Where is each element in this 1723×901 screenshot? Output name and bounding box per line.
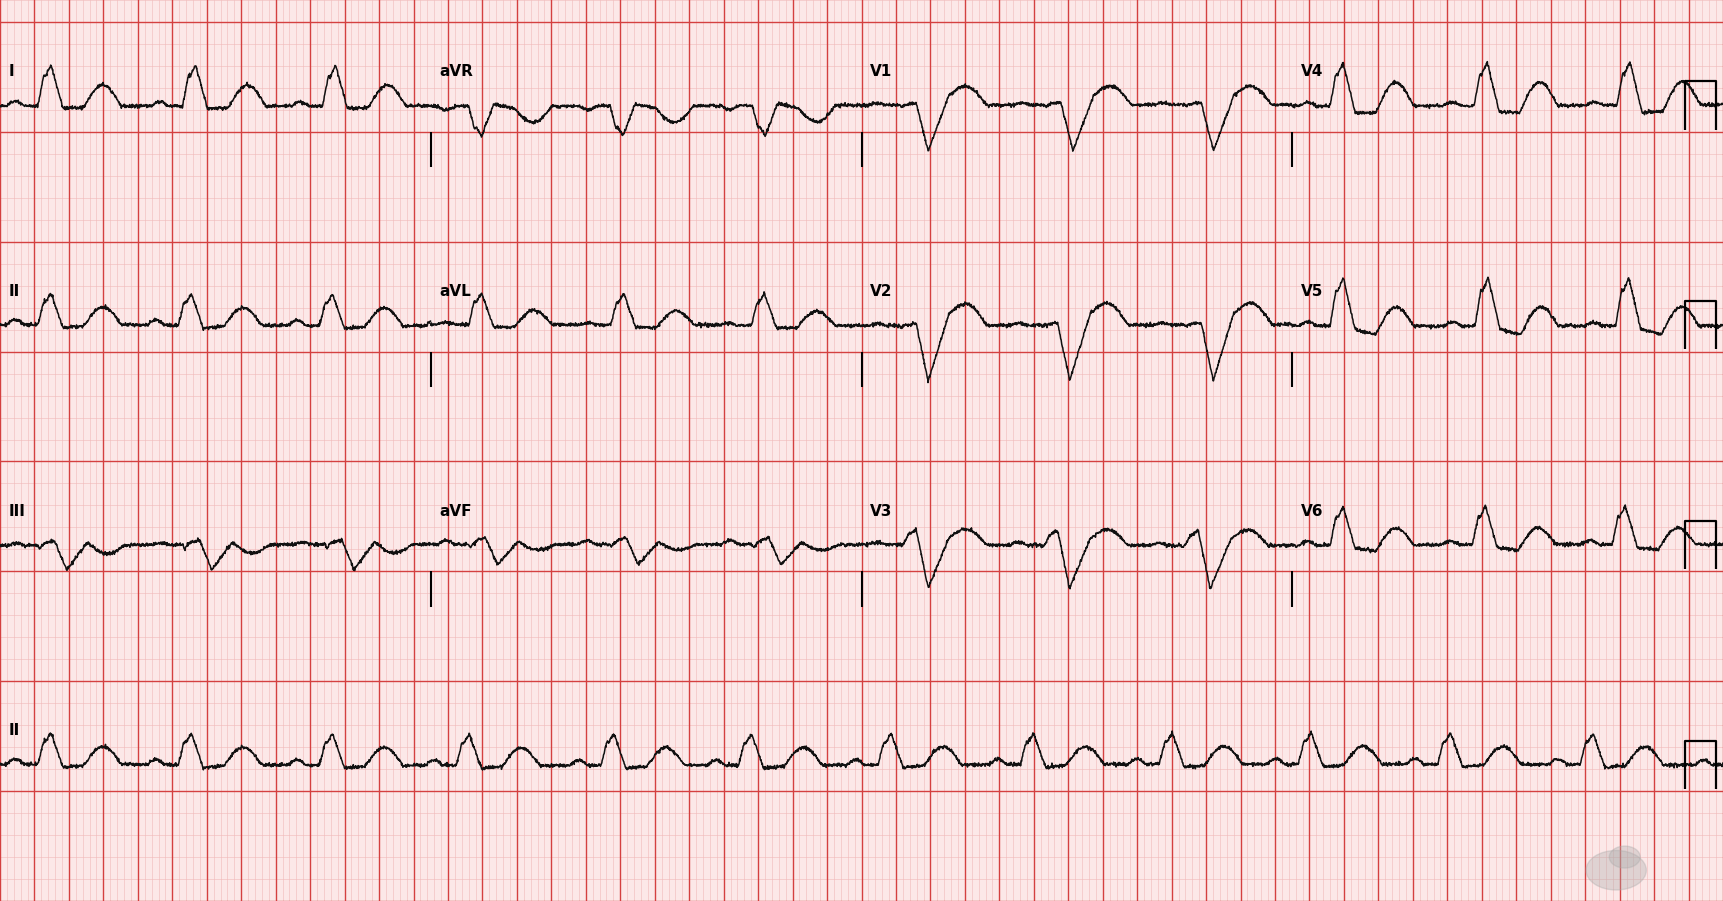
Text: V2: V2 <box>870 284 893 299</box>
Ellipse shape <box>1609 846 1640 868</box>
Ellipse shape <box>1587 851 1647 890</box>
Text: aVF: aVF <box>439 504 472 519</box>
Text: II: II <box>9 724 21 739</box>
Text: aVR: aVR <box>439 64 474 79</box>
Text: V6: V6 <box>1301 504 1323 519</box>
Text: III: III <box>9 504 26 519</box>
Text: V4: V4 <box>1301 64 1323 79</box>
Text: V1: V1 <box>870 64 893 79</box>
Text: II: II <box>9 284 21 299</box>
Text: V5: V5 <box>1301 284 1323 299</box>
Text: aVL: aVL <box>439 284 470 299</box>
Text: V3: V3 <box>870 504 893 519</box>
Text: I: I <box>9 64 14 79</box>
